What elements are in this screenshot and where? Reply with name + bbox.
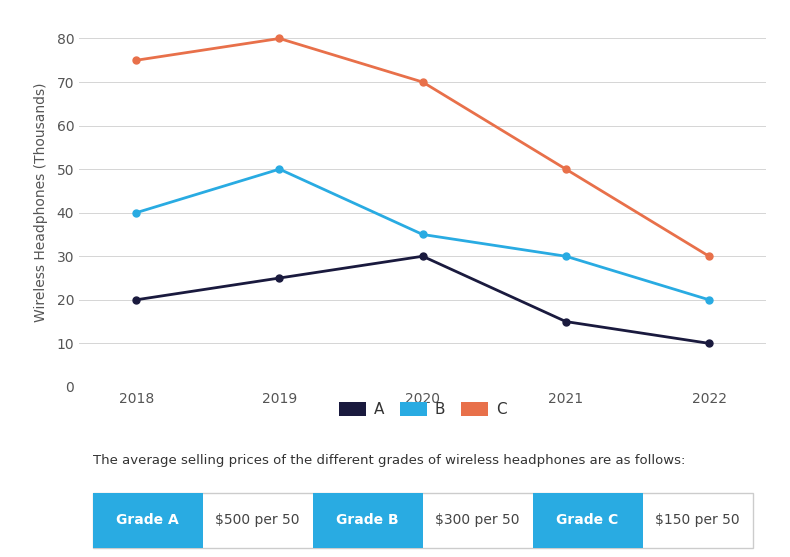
FancyBboxPatch shape [92, 493, 203, 548]
Text: $150 per 50: $150 per 50 [655, 514, 740, 527]
Legend: A, B, C: A, B, C [333, 395, 513, 423]
Text: The average selling prices of the different grades of wireless headphones are as: The average selling prices of the differ… [92, 453, 685, 467]
Text: Grade C: Grade C [556, 514, 619, 527]
FancyBboxPatch shape [313, 493, 423, 548]
Text: Grade B: Grade B [337, 514, 399, 527]
Y-axis label: Wireless Headphones (Thousands): Wireless Headphones (Thousands) [34, 82, 48, 321]
Text: $300 per 50: $300 per 50 [435, 514, 520, 527]
Text: Grade A: Grade A [116, 514, 179, 527]
Text: $500 per 50: $500 per 50 [216, 514, 300, 527]
FancyBboxPatch shape [532, 493, 642, 548]
